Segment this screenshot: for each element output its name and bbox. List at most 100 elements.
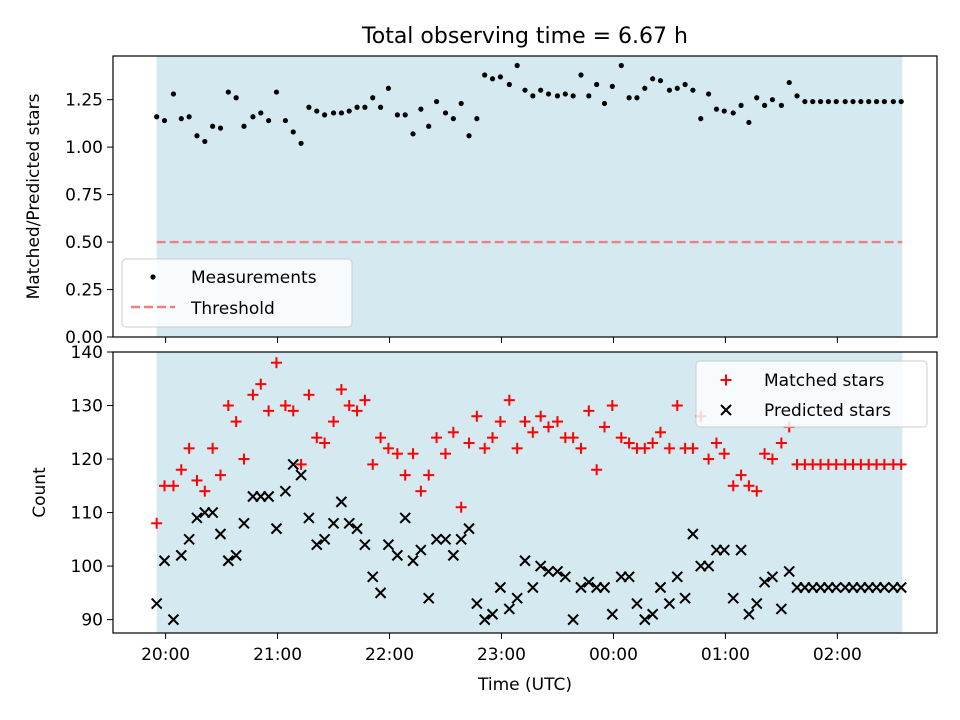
predicted-star-marker [758,576,771,588]
bottom-legend-box [695,360,928,428]
top-y-tick-label: 0.75 [65,186,103,206]
top-y-tick-label: 0.50 [65,233,103,253]
measurement-point [370,95,376,101]
predicted-star-marker-b [503,603,516,615]
figure-title: Total observing time = 6.67 h [361,24,688,49]
predicted-star-marker-b [783,565,795,578]
bottom-y-axis-label: Count [30,467,50,518]
matched-star-marker [639,442,651,454]
measurement-point [706,91,712,97]
measurement-point [298,140,304,146]
top-legend-box [121,258,353,328]
predicted-star-marker [718,544,730,556]
measurement-point [626,95,632,101]
matched-star-marker [703,453,715,465]
bottom-y-tick-label: 100 [71,557,103,577]
predicted-star-marker [511,592,523,604]
predicted-star-marker [455,533,467,546]
predicted-star-marker [303,512,315,524]
top-y-tick-label: 0.00 [65,328,103,348]
predicted-star-marker [158,555,171,567]
predicted-star-marker [646,608,659,620]
predicted-star-marker [415,544,427,556]
predicted-star-marker [222,555,235,567]
predicted-star-marker [663,597,676,610]
measurement-point [266,117,272,124]
predicted-star-marker [583,576,595,588]
matched-star-marker [335,383,347,395]
predicted-star-marker [463,522,475,535]
predicted-star-marker-b [327,517,340,529]
predicted-star-marker-b [391,549,404,562]
matched-star-marker [407,448,419,460]
matched-star-marker [575,442,587,454]
predicted-star-marker [623,571,635,583]
matched-star-marker [295,458,307,470]
x-tick-label: 02:00 [813,645,862,665]
bottom-y-tick-label: 90 [81,611,103,631]
measurement-point [810,98,816,105]
predicted-star-marker-b [679,592,691,604]
top-y-tick-label: 1.25 [65,91,103,111]
matched-star-marker [895,458,907,470]
x-tick-label: 00:00 [589,645,638,665]
matched-star-marker [287,405,299,417]
matched-star-marker [343,400,355,412]
predicted-star-marker-b [567,613,579,626]
x-tick-label: 21:00 [253,645,302,665]
predicted-star-marker-b [606,608,619,620]
measurement-point [170,91,177,97]
counts-series [150,357,907,626]
measurement-point [657,78,664,84]
predicted-star-marker [279,485,292,497]
measurement-point [650,76,656,82]
predicted-star-marker-b [623,571,635,583]
predicted-star-marker [766,571,779,583]
predicted-star-marker-b [486,608,499,620]
predicted-star-marker [534,560,547,572]
x-tick-label: 01:00 [701,645,750,665]
measurement-point [458,100,464,107]
measurement-point [450,116,456,122]
measurement-point [594,81,600,88]
predicted-star-marker-b [559,571,572,583]
predicted-star-marker [382,538,395,551]
predicted-star-marker-b [367,571,379,583]
matched-star-marker [759,448,771,460]
measurement-point [842,98,848,105]
predicted-star-marker-b [167,613,180,626]
matched-star-marker [487,432,499,444]
measurement-point [570,93,576,99]
matched-star-marker [598,421,610,433]
predicted-star-marker-b [318,533,331,546]
measurement-point [754,95,760,101]
matched-star-marker [567,432,579,444]
predicted-star-marker [687,528,699,540]
legend-threshold-label: Threshold [190,299,275,319]
predicted-star-marker-b [663,597,676,610]
matched-star-marker [303,389,315,401]
predicted-star-marker-b [238,517,250,529]
predicted-star-marker-b [687,528,699,540]
matched-star-marker [455,501,467,513]
measurement-point [786,79,792,86]
measurement-point [202,138,208,145]
matched-star-marker [654,426,666,438]
predicted-star-marker [654,581,667,594]
predicted-star-marker-b [720,404,732,416]
matched-star-marker [463,437,475,449]
predicted-star-marker [318,533,331,546]
matched-star-marker [247,389,259,401]
measurement-point [586,93,592,99]
predicted-star-marker [478,613,491,626]
measurement-point [385,85,392,91]
measurement-point [362,104,368,110]
predicted-star-marker [527,581,539,594]
predicted-star-marker-b [455,533,467,546]
measurement-point [794,93,800,99]
measurement-point [530,93,536,99]
predicted-star-marker [343,517,355,529]
top-x-axis [165,337,838,343]
measurement-point [682,81,688,88]
measurement-point [562,91,568,97]
